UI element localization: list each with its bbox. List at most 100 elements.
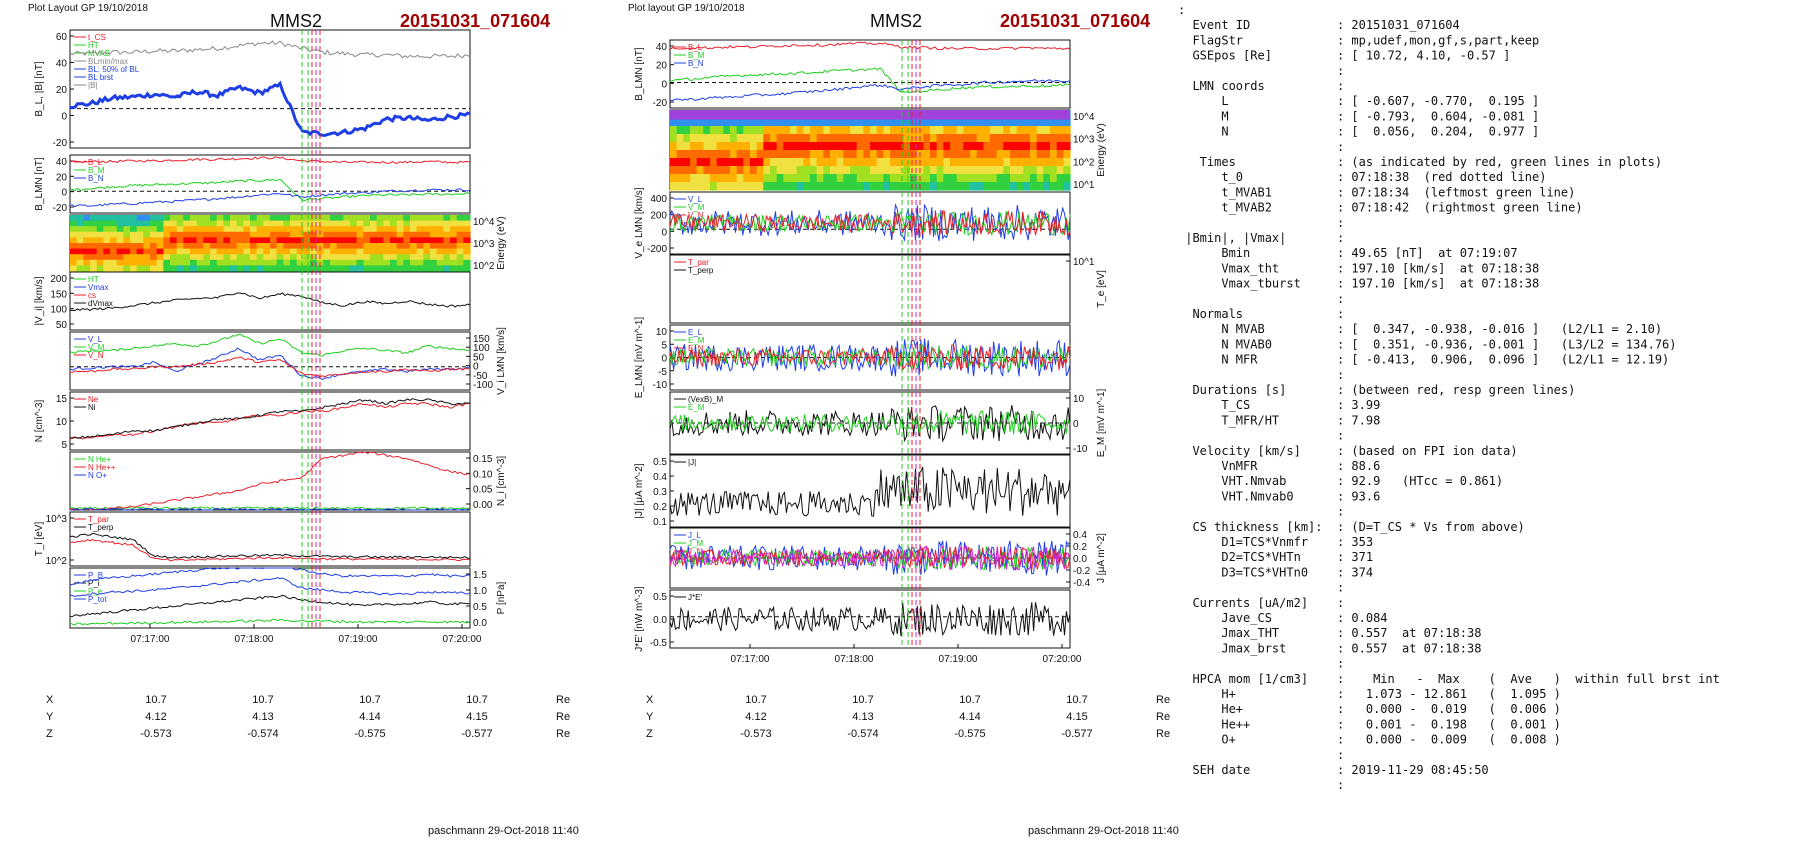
series-line-p-tot (69, 567, 471, 586)
spectrogram-cell (976, 158, 984, 167)
spectrogram-cell (150, 259, 158, 266)
spectrogram-cell (1043, 182, 1051, 191)
position-value: 10.7 (745, 694, 766, 706)
spectrogram-cell (430, 226, 438, 233)
spectrogram-cell (176, 259, 184, 266)
spectrogram-cell (856, 158, 864, 167)
spectrogram-cell (96, 243, 104, 250)
panel-B_LMN-legend-label: B_L (88, 158, 103, 167)
spectrogram-cell (330, 259, 338, 266)
spectrogram-cell (383, 231, 391, 238)
spectrogram-cell (163, 215, 171, 222)
spectrogram-cell (430, 215, 438, 222)
info-line: M : [ -0.793, 0.604, -0.081 ] (1178, 109, 1539, 123)
spectrogram-cell (690, 166, 698, 175)
spectrogram-cell (776, 158, 784, 167)
spectrogram-cell (183, 248, 191, 255)
spectrogram-cell (870, 174, 878, 183)
left-plot-header: Plot Layout GP 19/10/2018 (28, 3, 148, 14)
spectrogram-cell (276, 220, 284, 227)
info-line: Vmax_tht : 197.10 [km/s] at 07:18:38 (1178, 261, 1539, 275)
spectrogram-cell (963, 166, 971, 175)
spectrogram-cell (270, 215, 278, 222)
spectrogram-cell (210, 231, 218, 238)
spectrogram-cell (230, 231, 238, 238)
spectrogram-cell (336, 215, 344, 222)
spectrogram-cell (710, 150, 718, 159)
spectrogram-cell (1030, 166, 1038, 175)
panel-Vi_mag-ytick: 100 (50, 305, 67, 316)
spectrogram-cell (1016, 158, 1024, 167)
spectrogram-cell (403, 226, 411, 233)
spectrogram-cell (970, 142, 978, 151)
spectrogram-cell (963, 118, 971, 127)
spectrogram-cell (863, 142, 871, 151)
spectrogram-cell (170, 237, 178, 244)
spectrogram-cell (716, 166, 724, 175)
spectrogram-cell (136, 243, 144, 250)
spectrogram-cell (383, 265, 391, 272)
spectrogram-cell (830, 174, 838, 183)
spectrogram-cell (263, 243, 271, 250)
spectrogram-cell (250, 226, 258, 233)
panel-Pressure-ytick: 0.0 (473, 618, 487, 629)
panel-N_density-ylabel: N [cm^-3] (34, 400, 45, 443)
spectrogram-cell (236, 265, 244, 272)
spectrogram-cell (376, 254, 384, 261)
spectrogram-cell (903, 142, 911, 151)
panel-Ve_LMN-ytick: 400 (650, 194, 667, 205)
spectrogram-cell (923, 118, 931, 127)
spectrogram-cell (1056, 166, 1064, 175)
spectrogram-cell (383, 259, 391, 266)
spectrogram-cell (856, 182, 864, 191)
spectrogram-cell (416, 254, 424, 261)
spectrogram-cell (130, 254, 138, 261)
spectrogram-cell (216, 265, 224, 272)
right-position-table: X 10.7 10.7 10.7 10.7 Re Y 4.12 4.13 4.14 4.15 Re Z -… (646, 694, 1170, 740)
spectrogram-cell (956, 174, 964, 183)
spectrogram-cell (236, 231, 244, 238)
spectrogram-cell (943, 142, 951, 151)
spectrogram-cell (1063, 126, 1071, 135)
spectrogram-cell (816, 150, 824, 159)
spectrogram-cell (303, 237, 311, 244)
spectrogram-cell (390, 248, 398, 255)
spectrogram-cell (336, 259, 344, 266)
spectrogram-cell (436, 259, 444, 266)
spectrogram-cell (896, 150, 904, 159)
spectrogram-cell (223, 226, 231, 233)
info-line: : (1178, 778, 1344, 792)
spectrogram-cell (1043, 150, 1051, 159)
spectrogram-cell (336, 220, 344, 227)
spectrogram-cell (363, 265, 371, 272)
spectrogram-cell (783, 134, 791, 143)
spectrogram-cell (996, 126, 1004, 135)
spectrogram-cell (776, 118, 784, 127)
spectrogram-cell (216, 259, 224, 266)
spectrogram-cell (283, 243, 291, 250)
panel-V_LMN-legend-label: V_N (88, 351, 104, 360)
spectrogram-cell (410, 220, 418, 227)
spectrogram-cell (890, 158, 898, 167)
spectrogram-cell (463, 248, 471, 255)
spectrogram-cell (723, 150, 731, 159)
spectrogram-cell (243, 243, 251, 250)
panel-J_LMN-legend-label: J_M (688, 539, 703, 548)
spectrogram-cell (203, 248, 211, 255)
panel-J_LMN-ytick: 0.4 (1073, 530, 1087, 541)
spectrogram-cell (750, 174, 758, 183)
spectrogram-cell (783, 158, 791, 167)
info-line: : (1178, 368, 1344, 382)
panel-Te-ytick: 10^1 (1073, 257, 1095, 268)
panel-J_mag-legend-label: |J| (688, 458, 696, 467)
spectrogram-cell (730, 182, 738, 191)
spectrogram-cell (1043, 134, 1051, 143)
spectrogram-cell (816, 118, 824, 127)
spectrogram-cell (116, 254, 124, 261)
spectrogram-cell (103, 243, 111, 250)
spectrogram-cell (670, 134, 678, 143)
spectrogram-cell (310, 254, 318, 261)
spectrogram-cell (850, 142, 858, 151)
spectrogram-cell (790, 118, 798, 127)
